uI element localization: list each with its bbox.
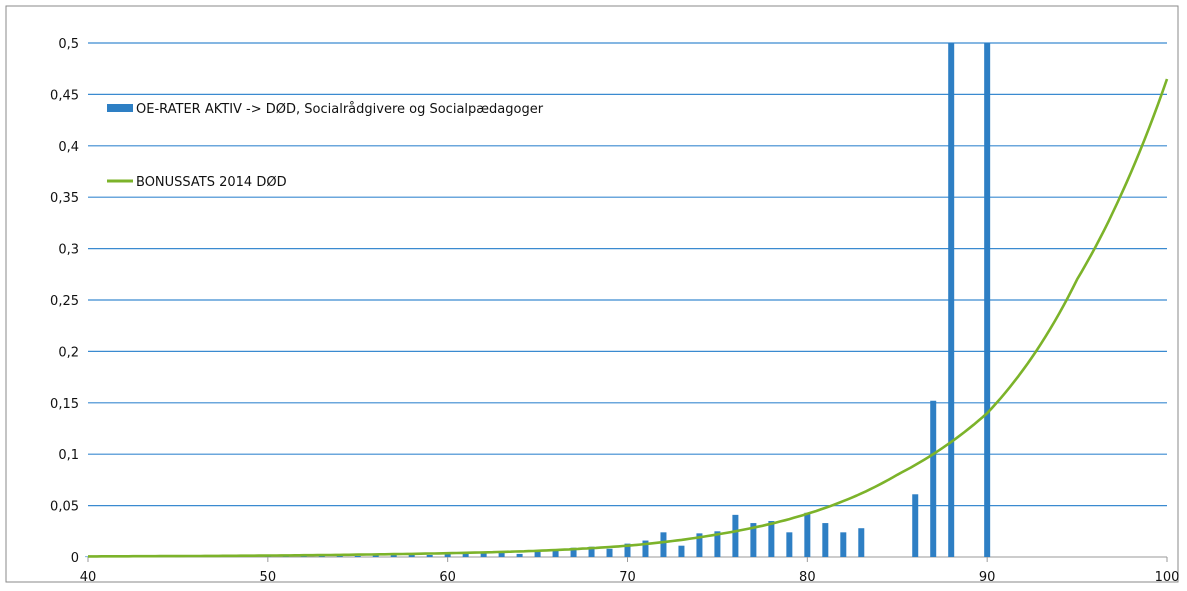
bar — [552, 549, 559, 557]
bar — [840, 532, 847, 557]
bar — [642, 540, 649, 557]
x-tick-label: 70 — [619, 570, 636, 585]
y-tick-label: 0,05 — [50, 500, 79, 515]
bar — [750, 523, 757, 557]
bar — [624, 543, 631, 557]
legend-swatch-bar — [107, 104, 133, 112]
bar — [426, 554, 433, 557]
line-series — [88, 78, 1169, 558]
bar — [660, 532, 667, 557]
x-tick-label: 40 — [80, 570, 97, 585]
bar — [678, 545, 685, 557]
bar — [696, 533, 703, 557]
y-tick-label: 0,45 — [50, 88, 79, 103]
bar — [732, 514, 739, 557]
legend-label-bar: OE-RATER AKTIV -> DØD, Socialrådgivere o… — [136, 102, 544, 117]
bar — [822, 523, 829, 557]
y-tick-label: 0,5 — [58, 37, 79, 52]
bar — [768, 521, 775, 557]
x-tick-label: 100 — [1155, 570, 1180, 585]
chart-border — [5, 5, 1179, 583]
y-tick-label: 0,1 — [58, 448, 79, 463]
bar — [858, 528, 865, 557]
bar — [462, 553, 469, 557]
y-axis-tick-labels: 0 0,05 0,1 0,15 0,2 0,25 0,3 0,35 0,4 0,45 0,5 — [50, 37, 79, 566]
bar — [570, 547, 577, 557]
x-tick-label: 90 — [979, 570, 996, 585]
bar — [498, 552, 505, 557]
bar — [390, 554, 397, 557]
bar — [534, 551, 541, 557]
bar — [444, 553, 451, 557]
legend-label-line: BONUSSATS 2014 DØD — [136, 175, 287, 190]
bar — [606, 548, 613, 557]
bar — [588, 546, 595, 557]
bar — [354, 555, 361, 557]
x-tick-label: 60 — [439, 570, 456, 585]
x-axis-tick-labels: 40 50 60 70 80 90 100 — [80, 557, 1180, 585]
y-tick-label: 0,3 — [58, 243, 79, 258]
bar — [516, 553, 523, 557]
bar — [786, 532, 793, 557]
x-tick-label: 80 — [799, 570, 816, 585]
gridlines — [88, 42, 1167, 558]
bar — [408, 553, 415, 557]
bar — [804, 512, 811, 557]
bar — [480, 552, 487, 557]
bar — [372, 554, 379, 557]
y-tick-label: 0,25 — [50, 294, 79, 309]
x-tick-label: 50 — [260, 570, 277, 585]
bar — [948, 43, 955, 557]
y-tick-label: 0,35 — [50, 191, 79, 206]
bar — [714, 531, 721, 557]
bar — [912, 494, 919, 557]
bar — [318, 555, 325, 557]
series-line — [88, 78, 1169, 558]
y-tick-label: 0,2 — [58, 345, 79, 360]
bar — [984, 43, 991, 557]
y-tick-label: 0 — [71, 551, 79, 566]
legend: OE-RATER AKTIV -> DØD, Socialrådgivere o… — [107, 102, 544, 190]
bar — [930, 400, 937, 557]
y-tick-label: 0,4 — [58, 140, 79, 155]
y-tick-label: 0,15 — [50, 397, 79, 412]
